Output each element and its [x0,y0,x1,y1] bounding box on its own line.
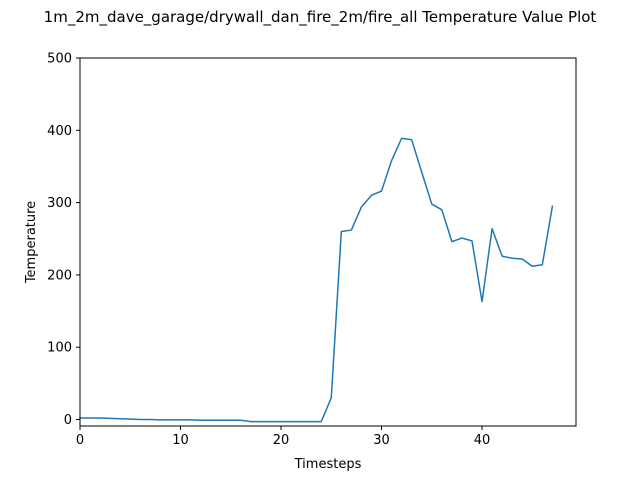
y-axis-label: Temperature [24,201,39,284]
y-tick-label: 0 [64,413,72,428]
plot-frame [79,57,577,427]
y-tick-label: 400 [47,124,72,139]
x-tick-label: 40 [474,433,491,448]
x-tick-label: 20 [273,433,290,448]
x-tick-label: 0 [76,433,84,448]
chart-title: 1m_2m_dave_garage/drywall_dan_fire_2m/fi… [43,8,597,26]
x-tick-label: 10 [172,433,189,448]
y-tick-label: 100 [47,341,72,356]
x-tick-label: 30 [373,433,390,448]
series-line-0 [79,137,554,423]
y-tick-label: 200 [47,268,72,283]
y-tick-label: 500 [47,52,72,67]
y-tick-label: 300 [47,196,72,211]
x-axis-label: Timesteps [294,457,362,472]
